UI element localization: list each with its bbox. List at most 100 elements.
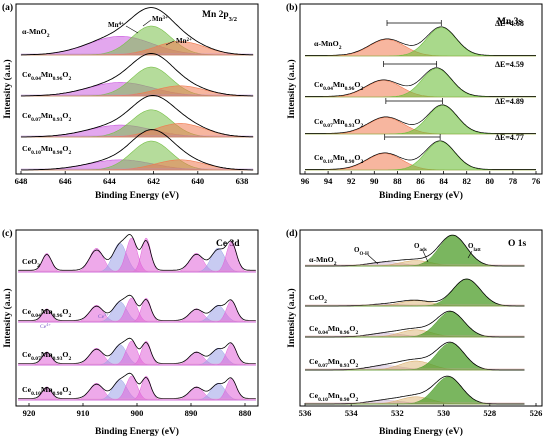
mn2-label: Mn2+ <box>176 37 192 45</box>
panel-b-tick-label: 82 <box>462 176 471 186</box>
panel-a-tick-label: 642 <box>147 176 160 186</box>
panel-c-envelope <box>18 337 256 364</box>
panel-c-sample-label: Ce0.04Mn0.96O2 <box>22 307 71 319</box>
panel-b-delta-label: ΔE=4.77 <box>495 133 524 142</box>
panel-a-tick-label: 640 <box>191 176 204 186</box>
panel-d-envelope <box>305 341 525 371</box>
panel-c-envelope <box>18 234 256 271</box>
panel-b-low-be-peak <box>305 68 536 98</box>
ce4-label: Ce4+ <box>40 322 51 331</box>
panel-d-sample-labels: α-MnO2 CeO2 Ce0.04Mn0.96O2 Ce0.07Mn0.93O2 Ce… <box>309 255 358 403</box>
panel-b-sample-label: Ce0.04Mn0.96O2 <box>314 80 363 92</box>
panel-d-tick-label: 530 <box>437 408 450 418</box>
panel-d-letter: (d) <box>286 228 298 239</box>
panel-c-title: Ce 3d <box>216 239 240 249</box>
panel-b-tick-label: 78 <box>509 176 518 186</box>
panel-c-envelope <box>18 372 256 399</box>
panel-b-low-be-peak <box>305 27 536 57</box>
panel-c: (c) Ce 3d 920 910 900 890 880 Binding Energy… <box>2 228 259 437</box>
panel-b-tick-label: 76 <box>532 176 541 186</box>
panel-a-letter: (a) <box>2 2 13 13</box>
panel-d-xlabel: Binding Energy (eV) <box>379 426 463 437</box>
panel-b-title: Mn 3s <box>497 17 522 27</box>
panel-c-tick-label: 880 <box>239 408 252 418</box>
panel-d-envelope <box>305 375 525 405</box>
panel-b-delta-labels: ΔE=4.68 ΔE=4.59 ΔE=4.89 ΔE=4.77 <box>495 19 524 142</box>
panel-d-title: O 1s <box>508 239 527 249</box>
panel-a-title: Mn 2p3/2 <box>202 10 237 23</box>
panel-b-x-ticks: 96 94 92 90 88 86 84 82 80 78 76 <box>301 171 541 186</box>
panel-a-envelope <box>21 53 254 97</box>
ce3-label: Ce3+ <box>98 312 109 321</box>
panel-a-ylabel: Intensity (a.u.) <box>2 59 13 118</box>
o-ads-leader <box>422 250 429 263</box>
panel-a-sample-labels: α-MnO2 Ce0.04Mn0.96O2 Ce0.07Mn0.93O2 Ce0.10… <box>22 27 71 156</box>
panel-b: (b) Mn 3s 96 94 92 90 88 86 84 82 80 78 76 Binding… <box>286 2 543 201</box>
panel-b-tick-label: 84 <box>439 176 448 186</box>
panel-b-sample-label: Ce0.10Mn0.90O2 <box>314 153 363 165</box>
panel-d-tick-label: 536 <box>299 408 312 418</box>
panel-a-xlabel: Binding Energy (eV) <box>95 190 179 201</box>
panel-b-low-be-peak <box>305 105 536 135</box>
panel-c-x-ticks: 920 910 900 890 880 <box>23 403 252 418</box>
panel-b-delta-label: ΔE=4.59 <box>495 60 524 69</box>
panel-c-tick-label: 900 <box>131 408 144 418</box>
o-oh-label: OO-H <box>354 246 369 257</box>
panel-d-sample-label: CeO2 <box>309 293 327 305</box>
panel-b-envelope <box>305 26 536 56</box>
panel-c-tick-label: 910 <box>77 408 90 418</box>
panel-d-tick-label: 526 <box>530 408 543 418</box>
panel-d-tick-label: 528 <box>483 408 496 418</box>
panel-d-envelope <box>305 278 525 307</box>
o-ads-label: Oads <box>414 242 427 253</box>
panel-d-tick-label: 532 <box>391 408 404 418</box>
panel-b-tick-label: 92 <box>347 176 356 186</box>
o-latt-label: Olatt <box>468 242 481 253</box>
panel-c-ce-component <box>18 241 256 273</box>
panel-c-sample-labels: CeO2 Ce0.04Mn0.96O2 Ce0.07Mn0.93O2 Ce0.10Mn… <box>22 257 71 397</box>
panel-a-envelope <box>21 129 254 171</box>
panel-d-sample-label: Ce0.10Mn0.90O2 <box>309 391 358 403</box>
panel-b-tick-label: 88 <box>393 176 402 186</box>
panel-b-tick-label: 94 <box>324 176 333 186</box>
panel-a-sample-label: α-MnO2 <box>22 27 50 39</box>
panel-b-frame <box>299 3 543 175</box>
mn2-leader <box>165 40 175 46</box>
panel-b-sample-label: Ce0.07Mn0.93O2 <box>314 117 363 129</box>
panel-d-sample-label: Ce0.07Mn0.93O2 <box>309 357 358 369</box>
o-oh-leader <box>367 254 379 265</box>
panel-d-frame <box>299 229 543 407</box>
panel-b-envelope <box>305 67 536 97</box>
panel-d-sample-label: α-MnO2 <box>309 255 337 267</box>
panel-b-tick-label: 80 <box>486 176 495 186</box>
panel-b-tick-label: 96 <box>301 176 310 186</box>
panel-c-ylabel: Intensity (a.u.) <box>2 288 13 347</box>
panel-d-tick-label: 534 <box>345 408 359 418</box>
panel-c-letter: (c) <box>2 228 13 239</box>
panel-c-xlabel: Binding Energy (eV) <box>95 426 179 437</box>
panel-c-sample-label: Ce0.07Mn0.93O2 <box>22 350 71 362</box>
panel-a-x-ticks: 648 646 644 642 640 638 <box>15 171 248 186</box>
mn3-label: Mn3+ <box>152 15 168 23</box>
panel-b-sample-label: α-MnO2 <box>314 39 342 51</box>
panel-b-delta-label: ΔE=4.68 <box>495 19 524 28</box>
panel-b-sample-labels: α-MnO2 Ce0.04Mn0.96O2 Ce0.07Mn0.93O2 Ce0.10… <box>314 39 363 165</box>
panel-d-envelope <box>305 310 525 338</box>
panel-a-tick-label: 644 <box>103 176 117 186</box>
mn4-label: Mn4+ <box>108 21 124 29</box>
panel-d-ylabel: Intensity (a.u.) <box>286 288 297 347</box>
panel-c-sample-label: CeO2 <box>22 257 40 269</box>
panel-c-ce-component <box>18 300 256 323</box>
panel-c-spectra <box>18 234 256 401</box>
panel-a-tick-label: 648 <box>15 176 28 186</box>
panel-a-envelope <box>21 95 254 138</box>
panel-b-spectra <box>305 20 536 171</box>
panel-d-sample-label: Ce0.04Mn0.96O2 <box>309 324 358 336</box>
panel-a-envelope <box>20 7 254 56</box>
panel-b-tick-label: 90 <box>370 176 379 186</box>
panel-b-low-be-peak <box>305 141 536 171</box>
panel-b-envelope <box>305 104 536 134</box>
panel-d-x-ticks: 536 534 532 530 528 526 <box>299 403 543 418</box>
panel-c-tick-label: 920 <box>23 408 36 418</box>
panel-c-tick-label: 890 <box>185 408 198 418</box>
